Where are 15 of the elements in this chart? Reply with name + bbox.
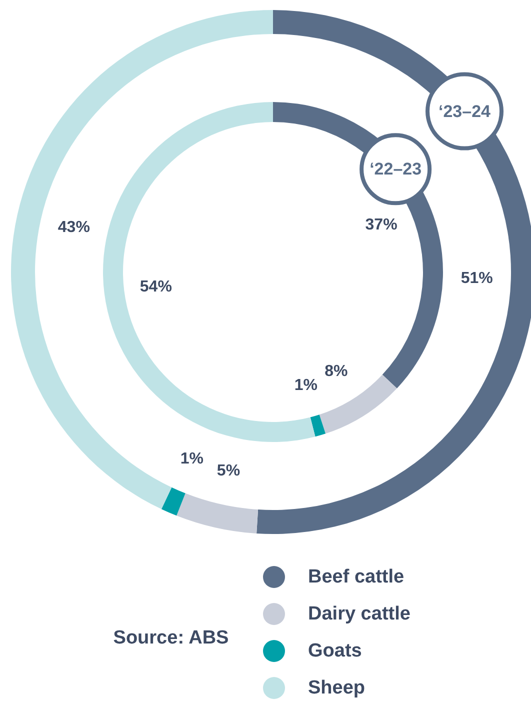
source-note: Source: ABS [113,628,229,648]
slice-label: ‘22–23 [370,160,422,179]
legend-label: Dairy cattle [308,604,410,624]
data-label: 1% [180,450,204,468]
legend-label: Goats [308,640,362,662]
legend-label: Beef cattle [308,566,404,588]
slice-label: ‘23–24 [438,102,492,121]
data-label: 8% [324,363,348,380]
data-label: 1% [294,376,318,394]
data-label: 54% [140,278,172,296]
data-label: 5% [216,462,240,480]
data-label: 51% [460,270,493,287]
data-label: 43% [58,219,90,236]
data-label: 37% [365,216,398,234]
legend-label: Sheep [308,678,366,698]
